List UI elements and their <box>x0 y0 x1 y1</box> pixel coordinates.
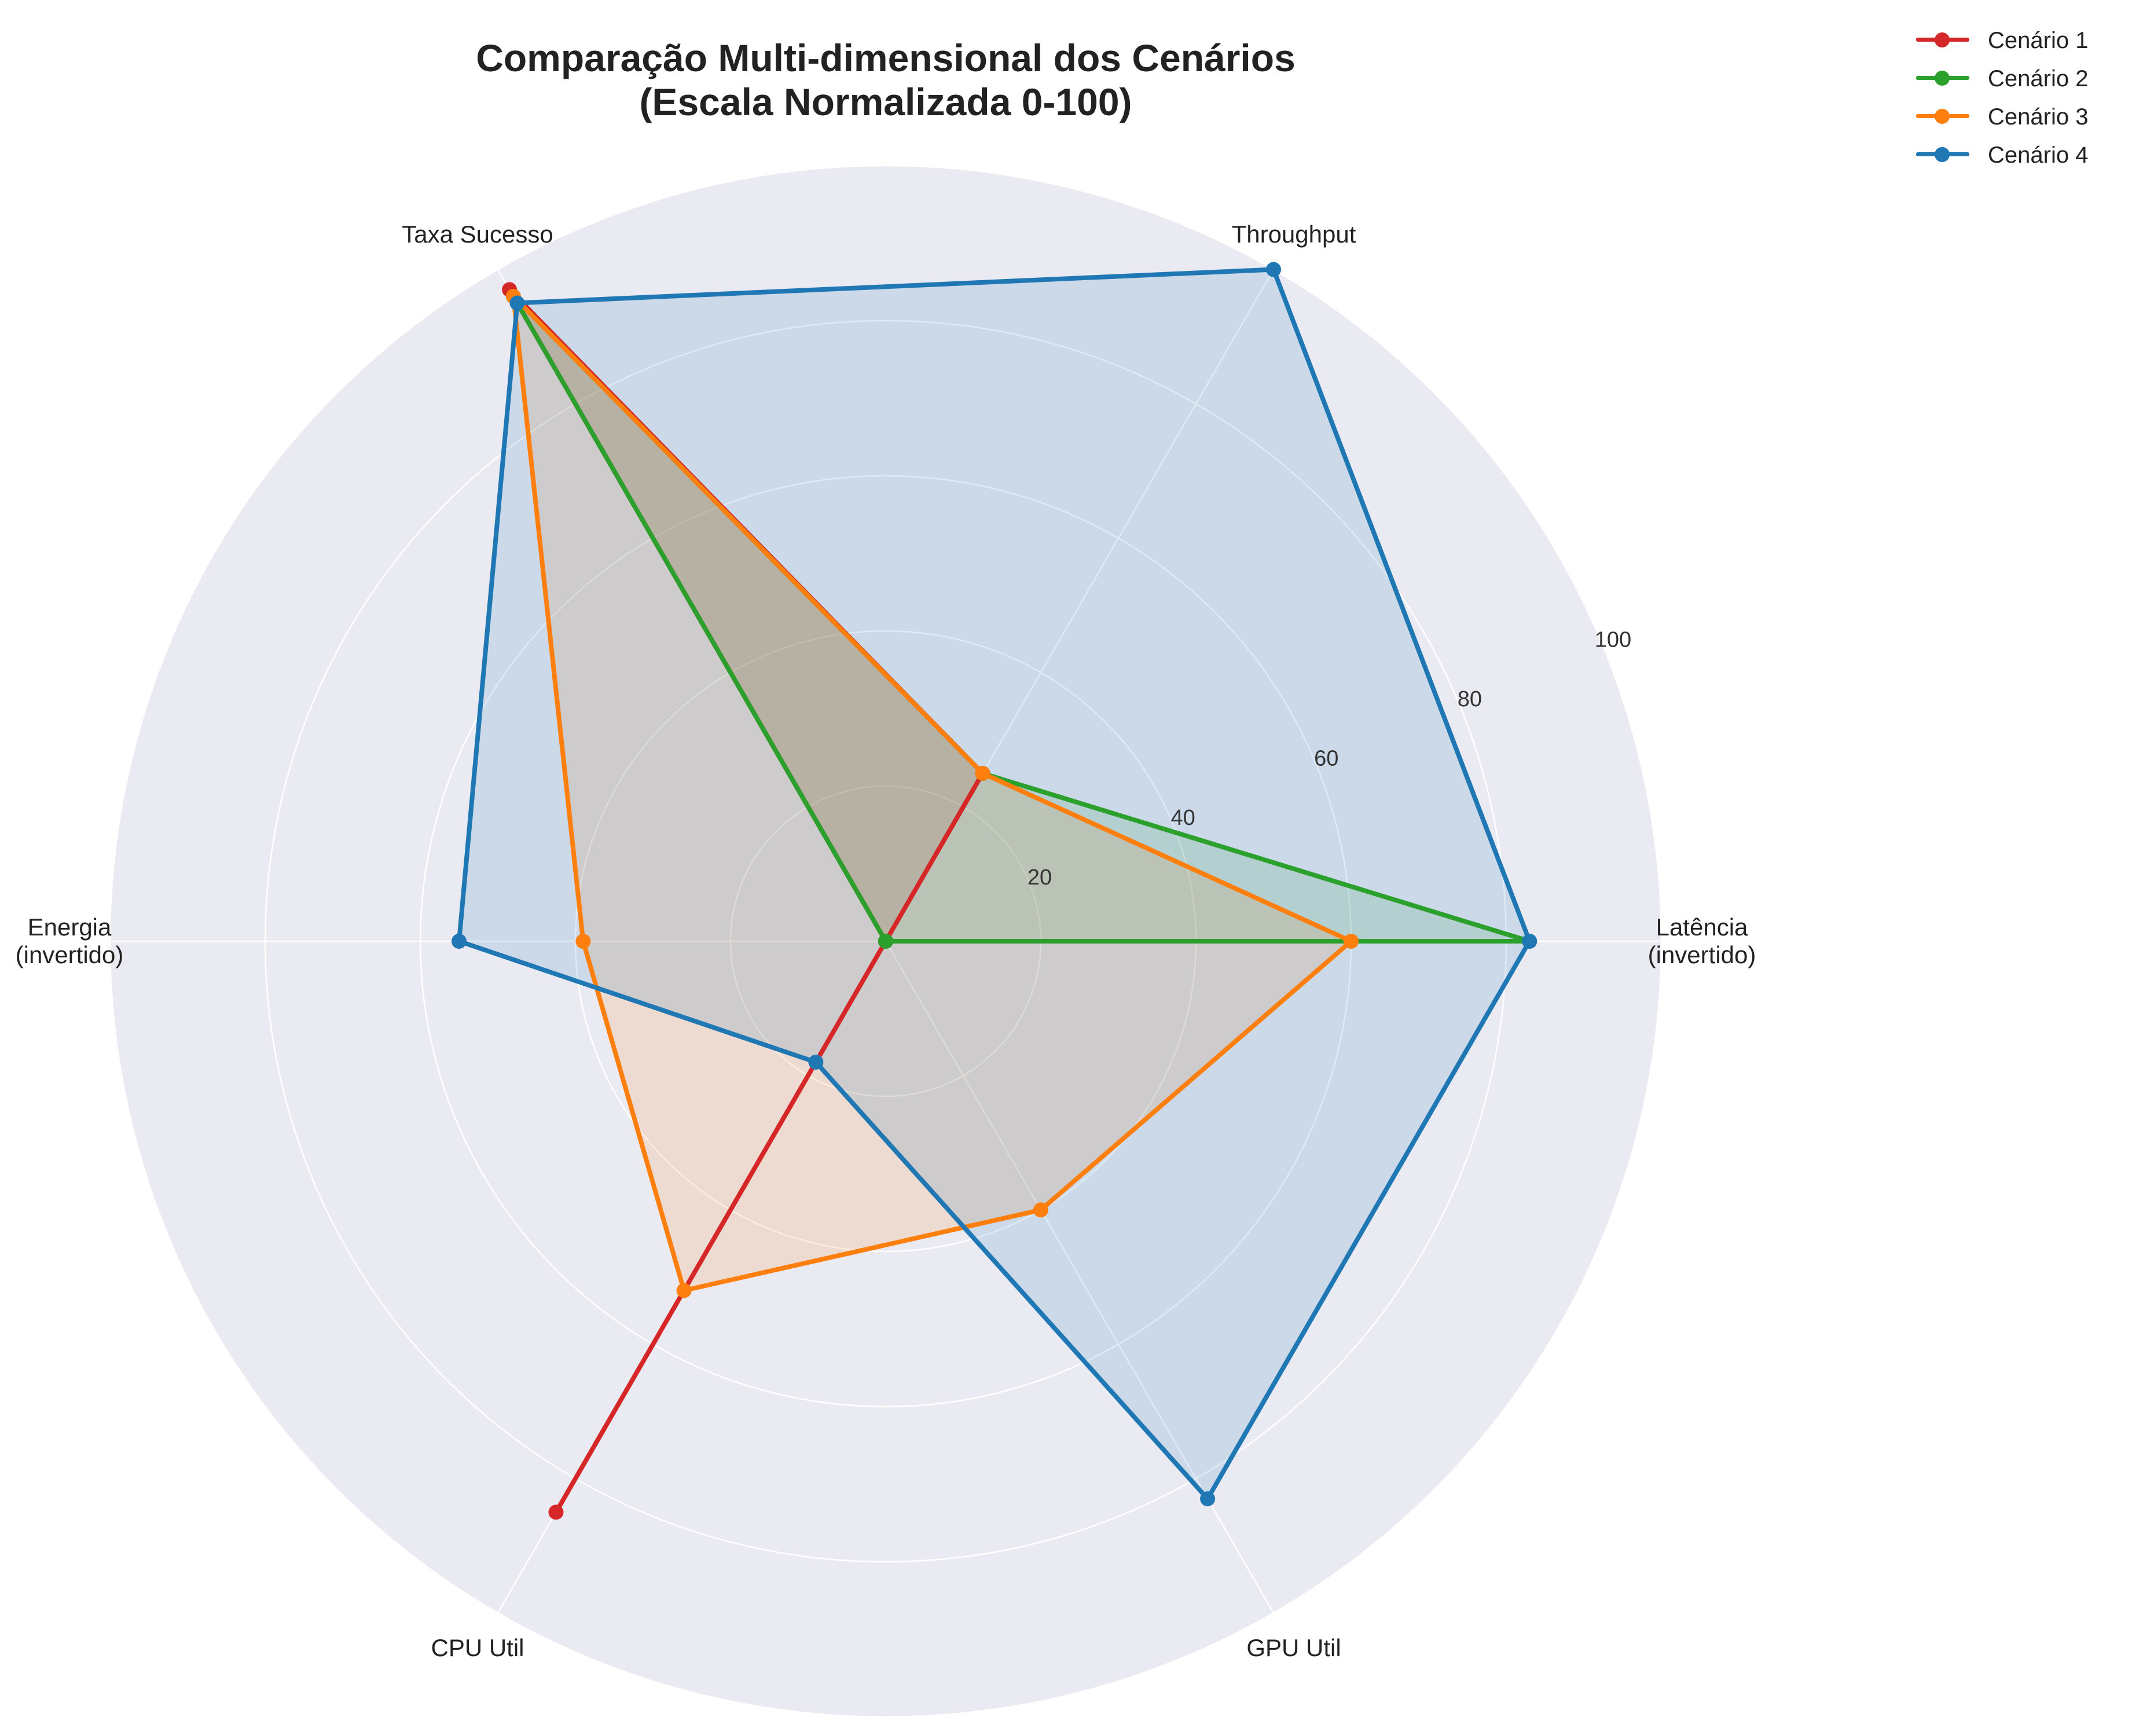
legend-label: Cenário 4 <box>1988 142 2089 168</box>
series-3-point-0 <box>1344 934 1359 949</box>
series-4-point-2 <box>509 295 525 311</box>
legend-dot-marker <box>1935 109 1950 124</box>
chart-title-line-1: Comparação Multi-dimensional dos Cenário… <box>476 36 1296 79</box>
r-tick-label-40: 40 <box>1171 806 1195 830</box>
series-4-point-3 <box>452 934 467 949</box>
category-label-1: Throughput <box>1232 221 1356 248</box>
radar-labels: 20 40 60 80 100 Latência (invertido) Throughput… <box>16 221 1756 1661</box>
r-tick-label-60: 60 <box>1314 747 1338 771</box>
legend-label: Cenário 3 <box>1988 104 2089 130</box>
series-4-point-4 <box>808 1054 824 1070</box>
category-label-4: CPU Util <box>431 1634 524 1661</box>
category-label-3: Energia (invertido) <box>16 913 124 968</box>
series-4-point-5 <box>1200 1491 1216 1507</box>
category-label-2: Taxa Sucesso <box>402 221 553 248</box>
legend-dot-marker <box>1935 147 1950 162</box>
r-tick-label-80: 80 <box>1458 687 1482 711</box>
r-tick-label-20: 20 <box>1028 865 1052 890</box>
legend-dot-marker <box>1935 32 1950 47</box>
chart-title-line-2: (Escala Normalizada 0-100) <box>639 80 1132 123</box>
legend-dot-marker <box>1935 71 1950 86</box>
series-3-point-5 <box>1033 1202 1048 1218</box>
chart-title: Comparação Multi-dimensional dos Cenário… <box>0 36 1771 124</box>
series-fill-4 <box>459 269 1530 1499</box>
radar-series <box>452 262 1537 1520</box>
series-4-point-1 <box>1266 262 1281 277</box>
legend-label: Cenário 2 <box>1988 66 2089 91</box>
series-3-point-3 <box>575 934 591 949</box>
series-fill-2 <box>513 296 1530 941</box>
radar-chart: 20 40 60 80 100 Latência (invertido) Throughput… <box>16 164 1756 1718</box>
category-label-0: Latência (invertido) <box>1648 913 1756 968</box>
series-1-point-4 <box>548 1504 564 1520</box>
series-3-point-4 <box>676 1283 692 1298</box>
series-3-point-1 <box>975 765 990 781</box>
r-tick-label-100: 100 <box>1595 628 1631 652</box>
category-label-5: GPU Util <box>1246 1634 1341 1661</box>
legend-label: Cenário 1 <box>1988 28 2089 53</box>
series-fill-3 <box>513 296 1351 1291</box>
series-2-point-5 <box>878 934 893 949</box>
series-4-point-0 <box>1522 934 1537 949</box>
